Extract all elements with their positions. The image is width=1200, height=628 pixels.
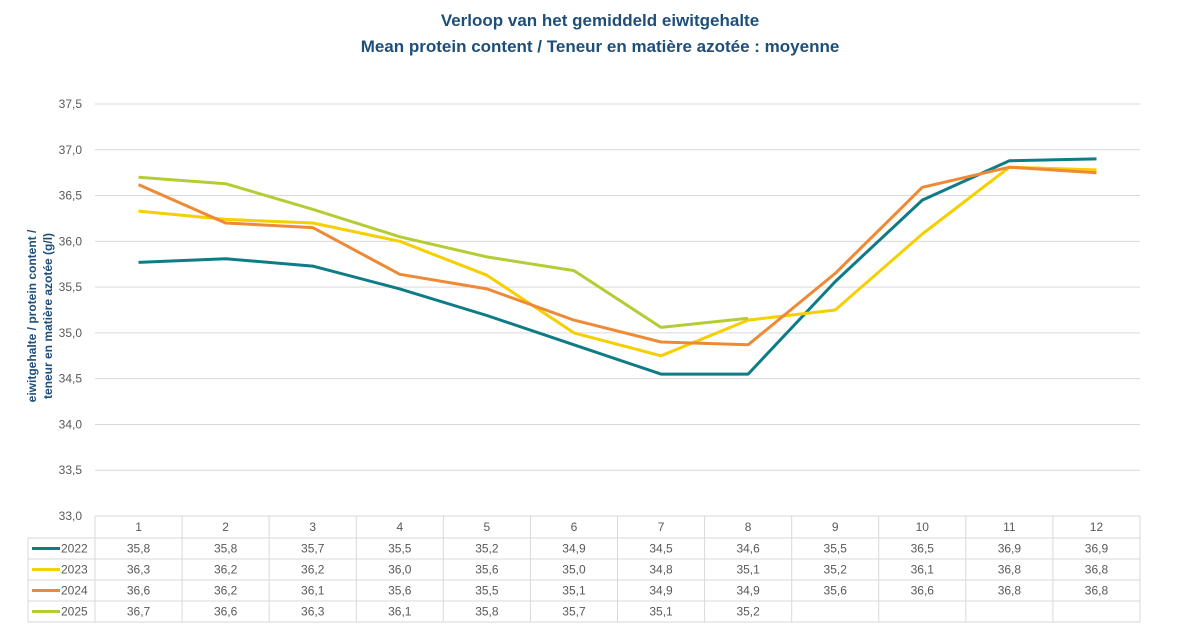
y-tick-label: 35,0 xyxy=(59,326,83,340)
table-cell: 35,1 xyxy=(736,563,760,577)
y-tick-label: 37,5 xyxy=(59,97,83,111)
table-cell: 36,8 xyxy=(998,584,1022,598)
table-cell: 35,8 xyxy=(127,542,151,556)
y-tick-label: 35,5 xyxy=(59,280,83,294)
x-tick-label: 6 xyxy=(571,520,578,534)
table-cell: 34,9 xyxy=(649,584,673,598)
table-cell: 35,8 xyxy=(475,605,499,619)
table-cell: 35,7 xyxy=(301,542,325,556)
x-tick-label: 12 xyxy=(1090,520,1104,534)
table-cell: 36,6 xyxy=(214,605,238,619)
table-cell: 36,7 xyxy=(127,605,151,619)
y-axis-label-line1: eiwitgehalte / protein content / xyxy=(25,229,39,402)
x-tick-label: 9 xyxy=(832,520,839,534)
table-cell: 36,3 xyxy=(127,563,151,577)
x-tick-label: 4 xyxy=(396,520,403,534)
x-tick-label: 10 xyxy=(916,520,930,534)
legend-label: 2025 xyxy=(61,605,88,619)
table-cell: 35,1 xyxy=(562,584,586,598)
table-cell: 35,5 xyxy=(824,542,848,556)
table-cell: 34,5 xyxy=(649,542,673,556)
table-cell: 36,6 xyxy=(911,584,935,598)
series-line-2022 xyxy=(138,157,1097,376)
y-axis-label-line2: teneur en matière azotée (g/l) xyxy=(41,233,55,399)
table-cell: 34,6 xyxy=(736,542,760,556)
table-cell: 36,2 xyxy=(214,584,238,598)
table-cell: 36,1 xyxy=(388,605,412,619)
table-cell: 36,1 xyxy=(911,563,935,577)
table-cell: 36,1 xyxy=(301,584,325,598)
x-tick-label: 1 xyxy=(135,520,142,534)
chart-title: Verloop van het gemiddeld eiwitgehalte xyxy=(440,11,760,30)
legend-label: 2022 xyxy=(61,542,88,556)
x-tick-label: 3 xyxy=(309,520,316,534)
table-cell: 36,3 xyxy=(301,605,325,619)
table-cell: 35,7 xyxy=(562,605,586,619)
table-cell: 35,0 xyxy=(562,563,586,577)
y-tick-label: 34,0 xyxy=(59,417,83,431)
x-tick-label: 2 xyxy=(222,520,229,534)
table-cell: 35,2 xyxy=(824,563,848,577)
gridlines xyxy=(95,103,1140,471)
table-cell: 34,9 xyxy=(562,542,586,556)
table-cell: 36,9 xyxy=(1085,542,1109,556)
series-line-2025 xyxy=(138,175,749,329)
table-cell: 35,5 xyxy=(475,584,499,598)
table-cell: 35,6 xyxy=(475,563,499,577)
x-tick-label: 5 xyxy=(484,520,491,534)
y-tick-label: 34,5 xyxy=(59,372,83,386)
table-cell: 35,5 xyxy=(388,542,412,556)
y-axis-ticks: 37,5 37,0 36,5 36,0 35,5 35,0 34,5 34,0 33,5 33,0 xyxy=(59,97,83,523)
x-tick-label: 8 xyxy=(745,520,752,534)
table-cell: 35,8 xyxy=(214,542,238,556)
y-tick-label: 37,0 xyxy=(59,143,83,157)
legend-label: 2024 xyxy=(61,584,88,598)
legend-label: 2023 xyxy=(61,563,88,577)
y-tick-label: 33,0 xyxy=(59,509,83,523)
series-lines xyxy=(137,157,1097,376)
table-cell: 36,2 xyxy=(214,563,238,577)
chart-subtitle: Mean protein content / Teneur en matière… xyxy=(360,37,840,56)
table-cell: 35,6 xyxy=(824,584,848,598)
table-cell: 36,2 xyxy=(301,563,325,577)
series-line-2023 xyxy=(138,165,1097,358)
table-cell: 36,9 xyxy=(998,542,1022,556)
table-cell: 35,1 xyxy=(649,605,673,619)
table-cell: 35,2 xyxy=(736,605,760,619)
table-cell: 36,0 xyxy=(388,563,412,577)
table-cell: 36,8 xyxy=(1085,563,1109,577)
table-cell: 36,6 xyxy=(127,584,151,598)
x-tick-label: 7 xyxy=(658,520,665,534)
table-cell: 35,6 xyxy=(388,584,412,598)
table-cell: 36,8 xyxy=(1085,584,1109,598)
series-line-2024 xyxy=(137,165,1097,347)
table-cell: 35,2 xyxy=(475,542,499,556)
y-tick-label: 36,5 xyxy=(59,189,83,203)
table-cell: 36,8 xyxy=(998,563,1022,577)
y-tick-label: 36,0 xyxy=(59,234,83,248)
table-cell: 34,8 xyxy=(649,563,673,577)
table-cell: 34,9 xyxy=(736,584,760,598)
table-cell: 36,5 xyxy=(911,542,935,556)
x-tick-label: 11 xyxy=(1003,520,1016,534)
y-tick-label: 33,5 xyxy=(59,463,83,477)
